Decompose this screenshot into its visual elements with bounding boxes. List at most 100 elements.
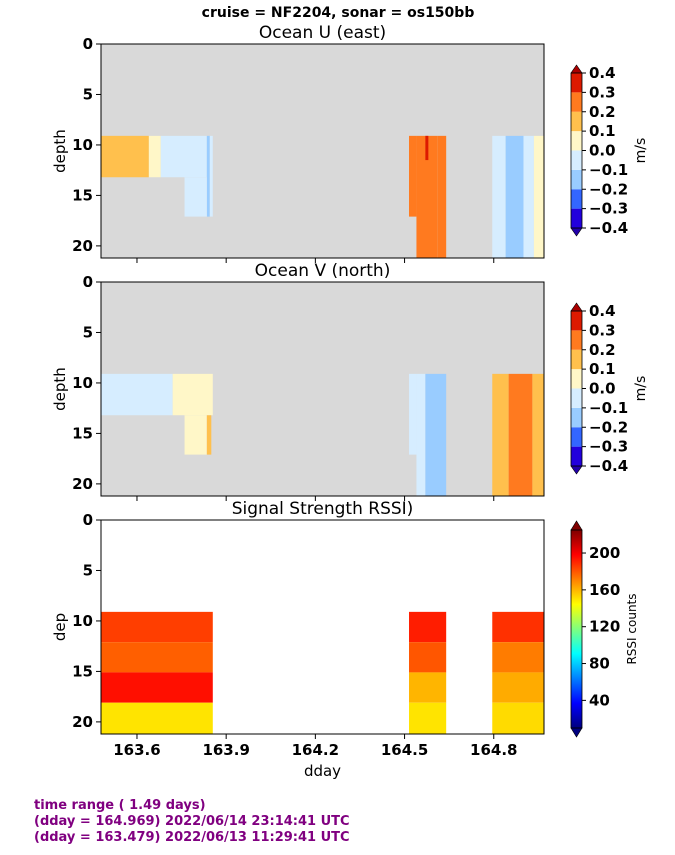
panel-title: Ocean V (north): [255, 261, 391, 281]
colorbar-label: RSSI counts: [625, 593, 639, 664]
figure: cruise = NF2204, sonar = os150bb Ocean U…: [51, 5, 649, 780]
colorbar-tick-label: −0.4: [589, 457, 628, 475]
x-tick-label: 164.8: [470, 741, 517, 759]
panel-1: Ocean U (east)05101520depth0.40.30.20.10…: [51, 23, 649, 263]
y-tick-label: 10: [72, 136, 93, 154]
data-cell: [533, 135, 544, 258]
data-cell: [409, 642, 447, 673]
colorbar-extend-max: [570, 64, 583, 74]
data-cell: [101, 702, 213, 734]
colorbar-level: [571, 208, 582, 228]
data-cell: [508, 373, 533, 496]
colorbar-level: [571, 131, 582, 151]
data-cell: [184, 177, 207, 217]
data-cell: [101, 672, 213, 703]
colorbar-extend-min: [570, 227, 583, 237]
colorbar-tick-label: −0.2: [589, 180, 628, 198]
x-axis-label: dday: [304, 762, 341, 780]
colorbar-level: [571, 73, 582, 93]
data-cell: [101, 642, 213, 673]
y-tick-label: 0: [83, 35, 93, 53]
colorbar-tick-label: 0.0: [589, 142, 616, 160]
colorbar-level: [571, 311, 582, 331]
colorbar-level: [571, 111, 582, 132]
data-cell: [523, 135, 534, 258]
data-cell: [409, 135, 417, 217]
y-tick-label: 20: [72, 475, 93, 493]
colorbar-level: [571, 349, 582, 370]
data-cell: [148, 135, 161, 178]
panel-title: Ocean U (east): [259, 23, 386, 43]
data-cell: [409, 672, 447, 703]
colorbar-level: [571, 92, 582, 112]
colorbar-level: [571, 189, 582, 209]
colorbar-tick-label: −0.3: [589, 200, 628, 218]
colorbar-level: [571, 369, 582, 389]
y-tick-label: 15: [72, 662, 93, 680]
data-cell: [492, 611, 544, 643]
colorbar-extend-max: [570, 520, 583, 531]
colorbar-level: [571, 388, 582, 408]
time-range-footer: time range ( 1.49 days) (dday = 164.969)…: [34, 798, 350, 846]
data-cell: [409, 373, 417, 455]
data-cell: [101, 135, 149, 178]
y-tick-label: 20: [72, 713, 93, 731]
colorbar-level: [571, 427, 582, 447]
colorbar-level: [571, 150, 582, 170]
data-cell: [416, 135, 438, 258]
colorbar-level: [571, 330, 582, 350]
data-cell: [209, 135, 213, 217]
colorbar-extend-max: [570, 302, 583, 312]
colorbar-tick-label: 0.3: [589, 83, 616, 101]
data-cell: [206, 135, 210, 217]
colorbar-tick-label: −0.4: [589, 219, 628, 237]
colorbar: 0.40.3 0.20.1 0.0−0.1−0.2 −0.3−0.4 m/s: [570, 302, 649, 475]
data-cell: [492, 702, 544, 734]
colorbar-extend-min: [570, 727, 583, 738]
end-time-line: (dday = 164.969) 2022/06/14 23:14:41 UTC: [34, 814, 350, 829]
colorbar: 0.40.3 0.20.1 0.0−0.1−0.2 −0.3−0.4 m/s: [570, 64, 649, 237]
colorbar-tick-label: 0.0: [589, 380, 616, 398]
y-tick-label: 15: [72, 424, 93, 442]
data-cell: [206, 415, 212, 455]
data-cell: [160, 135, 207, 178]
plot-frame: [100, 519, 545, 735]
data-cell: [492, 373, 509, 496]
colorbar-tick-label: 0.1: [589, 122, 616, 140]
y-tick-label: 0: [83, 273, 93, 291]
colorbar-tick-label: 0.4: [589, 302, 616, 320]
x-tick-label: 163.9: [202, 741, 249, 759]
colorbar-tick-label: −0.2: [589, 418, 628, 436]
data-cell: [101, 373, 173, 416]
data-cell: [425, 373, 447, 496]
y-tick-label: 10: [72, 612, 93, 630]
x-tick-label: 164.2: [292, 741, 339, 759]
plot-frame: [100, 281, 545, 497]
data-cell: [492, 672, 544, 703]
panel-title: Signal Strength RSSI): [232, 499, 414, 519]
data-cell: [101, 611, 213, 643]
y-axis-label: depth: [51, 367, 69, 411]
colorbar-tick-label: −0.1: [589, 161, 628, 179]
colorbar-tick-label: 160: [589, 581, 620, 599]
colorbar-tick-label: 120: [589, 618, 620, 636]
panel-3: Signal Strength RSSI) 0 5 10 15 20 163.6 163.9 1…: [51, 499, 639, 780]
data-cell: [532, 373, 544, 496]
x-tick-label: 163.6: [113, 741, 160, 759]
y-tick-label: 20: [72, 237, 93, 255]
data-cell: [492, 642, 544, 673]
y-tick-label: 5: [83, 323, 93, 341]
time-range-line: time range ( 1.49 days): [34, 798, 206, 813]
colorbar-extend-min: [570, 465, 583, 475]
start-time-line: (dday = 163.479) 2022/06/13 11:29:41 UTC: [34, 830, 350, 845]
data-cell: [492, 135, 506, 258]
colorbar-tick-label: 80: [589, 655, 610, 673]
colorbar-tick-label: 0.2: [589, 103, 616, 121]
y-tick-label: 10: [72, 374, 93, 392]
y-tick-label: 0: [83, 511, 93, 529]
colorbar-tick-label: −0.3: [589, 438, 628, 456]
panel-2: Ocean V (north) 0 5 10 15 20 depth 0.40.3 0.20.1…: [51, 261, 649, 501]
data-cell: [409, 702, 447, 734]
y-tick-label: 5: [83, 561, 93, 579]
y-tick-label: 15: [72, 186, 93, 204]
